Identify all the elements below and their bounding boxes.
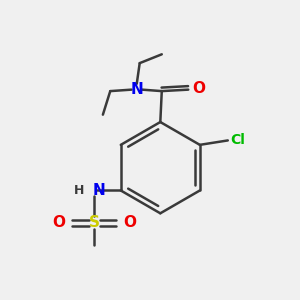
Text: H: H <box>74 184 84 197</box>
Text: O: O <box>52 215 65 230</box>
Text: S: S <box>89 215 100 230</box>
Text: O: O <box>123 215 136 230</box>
Text: O: O <box>192 81 205 96</box>
Text: N: N <box>93 183 106 198</box>
Text: N: N <box>130 82 143 97</box>
Text: Cl: Cl <box>231 134 246 147</box>
